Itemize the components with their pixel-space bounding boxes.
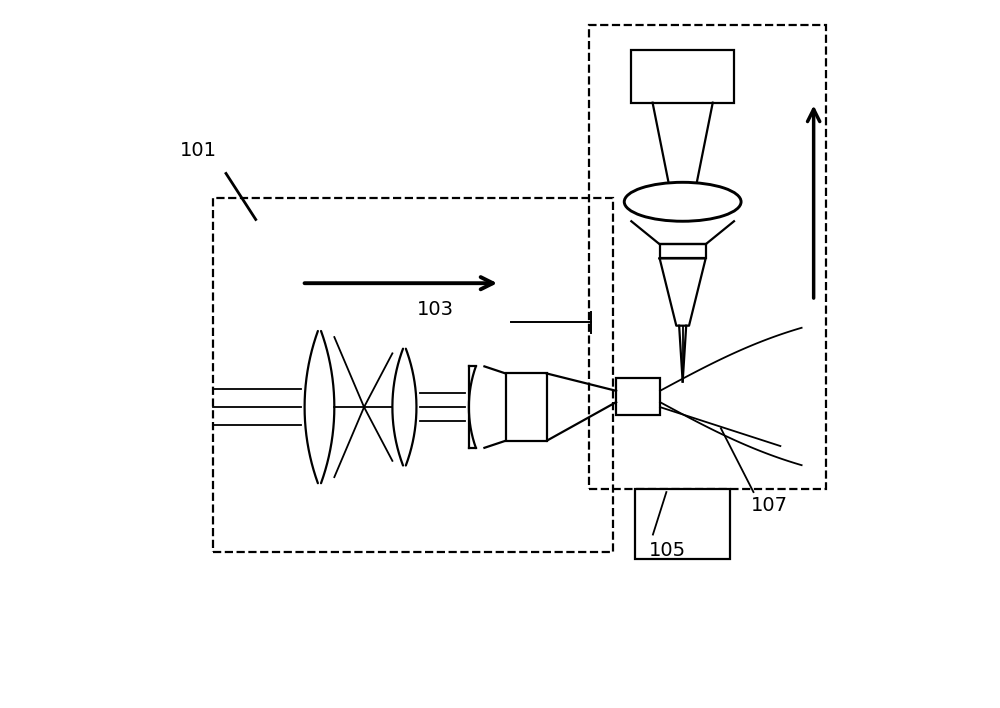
Bar [213, 198, 613, 552]
Bar [616, 378, 660, 415]
Text: 105: 105 [649, 541, 686, 560]
Text: 107: 107 [751, 496, 788, 515]
Bar [506, 374, 547, 440]
Bar [631, 50, 734, 103]
Bar [635, 489, 730, 559]
Bar [660, 244, 706, 258]
Text: 103: 103 [416, 300, 453, 319]
Text: 101: 101 [180, 141, 217, 160]
Bar [588, 25, 826, 489]
